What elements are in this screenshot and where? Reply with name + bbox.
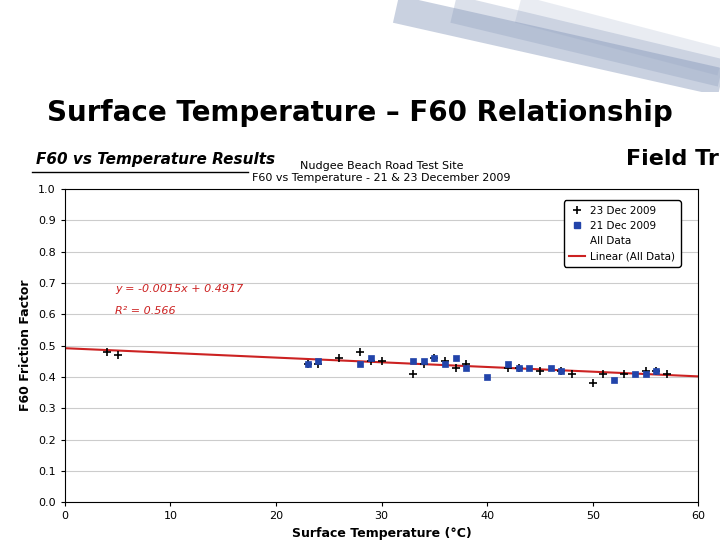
21 Dec 2009 — [409, 358, 418, 365]
23 Dec 2009 — [420, 361, 428, 368]
21 Dec 2009 — [462, 364, 470, 371]
21 Dec 2009 — [610, 377, 618, 383]
23 Dec 2009 — [103, 349, 112, 355]
21 Dec 2009 — [420, 358, 428, 365]
Text: y = -0.0015x + 0.4917: y = -0.0015x + 0.4917 — [115, 285, 244, 294]
Text: RoadTek: RoadTek — [14, 34, 113, 54]
23 Dec 2009 — [642, 367, 650, 374]
23 Dec 2009 — [662, 370, 671, 377]
23 Dec 2009 — [462, 361, 470, 368]
Linear (All Data) — [662, 372, 671, 378]
23 Dec 2009 — [504, 364, 513, 371]
23 Dec 2009 — [620, 370, 629, 377]
23 Dec 2009 — [303, 361, 312, 368]
23 Dec 2009 — [536, 367, 544, 374]
21 Dec 2009 — [642, 370, 650, 377]
23 Dec 2009 — [356, 349, 365, 355]
23 Dec 2009 — [113, 352, 122, 358]
21 Dec 2009 — [451, 355, 460, 361]
23 Dec 2009 — [515, 364, 523, 371]
23 Dec 2009 — [335, 355, 343, 361]
23 Dec 2009 — [430, 355, 438, 361]
21 Dec 2009 — [314, 358, 323, 365]
21 Dec 2009 — [525, 364, 534, 371]
23 Dec 2009 — [451, 364, 460, 371]
21 Dec 2009 — [546, 364, 555, 371]
Linear (All Data) — [99, 347, 107, 353]
X-axis label: Surface Temperature (°C): Surface Temperature (°C) — [292, 527, 472, 540]
Linear (All Data) — [179, 350, 187, 357]
Text: R² = 0.566: R² = 0.566 — [115, 306, 176, 316]
21 Dec 2009 — [366, 355, 375, 361]
23 Dec 2009 — [377, 358, 386, 365]
Text: F60 vs Temperature Results: F60 vs Temperature Results — [36, 152, 275, 167]
23 Dec 2009 — [557, 367, 565, 374]
21 Dec 2009 — [303, 361, 312, 368]
Line: 23 Dec 2009: 23 Dec 2009 — [103, 348, 671, 387]
21 Dec 2009 — [430, 355, 438, 361]
Text: Field Trial: Field Trial — [626, 149, 720, 169]
23 Dec 2009 — [588, 380, 597, 387]
21 Dec 2009 — [652, 367, 660, 374]
21 Dec 2009 — [504, 361, 513, 368]
23 Dec 2009 — [652, 367, 660, 374]
Linear (All Data) — [229, 353, 238, 359]
Line: Linear (All Data): Linear (All Data) — [65, 348, 698, 376]
Linear (All Data) — [694, 373, 703, 380]
Linear (All Data) — [640, 371, 649, 377]
Title: Nudgee Beach Road Test Site
F60 vs Temperature - 21 & 23 December 2009: Nudgee Beach Road Test Site F60 vs Tempe… — [252, 161, 511, 183]
Legend: 23 Dec 2009, 21 Dec 2009, All Data, Linear (All Data): 23 Dec 2009, 21 Dec 2009, All Data, Line… — [564, 200, 680, 267]
23 Dec 2009 — [314, 361, 323, 368]
23 Dec 2009 — [409, 370, 418, 377]
21 Dec 2009 — [441, 361, 449, 368]
21 Dec 2009 — [483, 374, 492, 380]
23 Dec 2009 — [599, 370, 608, 377]
Linear (All Data) — [60, 345, 69, 352]
21 Dec 2009 — [356, 361, 365, 368]
23 Dec 2009 — [441, 358, 449, 365]
Line: 21 Dec 2009: 21 Dec 2009 — [305, 355, 659, 383]
23 Dec 2009 — [567, 370, 576, 377]
Y-axis label: F60 Friction Factor: F60 Friction Factor — [19, 280, 32, 411]
23 Dec 2009 — [366, 358, 375, 365]
21 Dec 2009 — [631, 370, 639, 377]
21 Dec 2009 — [515, 364, 523, 371]
Linear (All Data) — [86, 346, 94, 353]
21 Dec 2009 — [557, 367, 565, 374]
Text: Surface Temperature – F60 Relationship: Surface Temperature – F60 Relationship — [47, 99, 673, 127]
